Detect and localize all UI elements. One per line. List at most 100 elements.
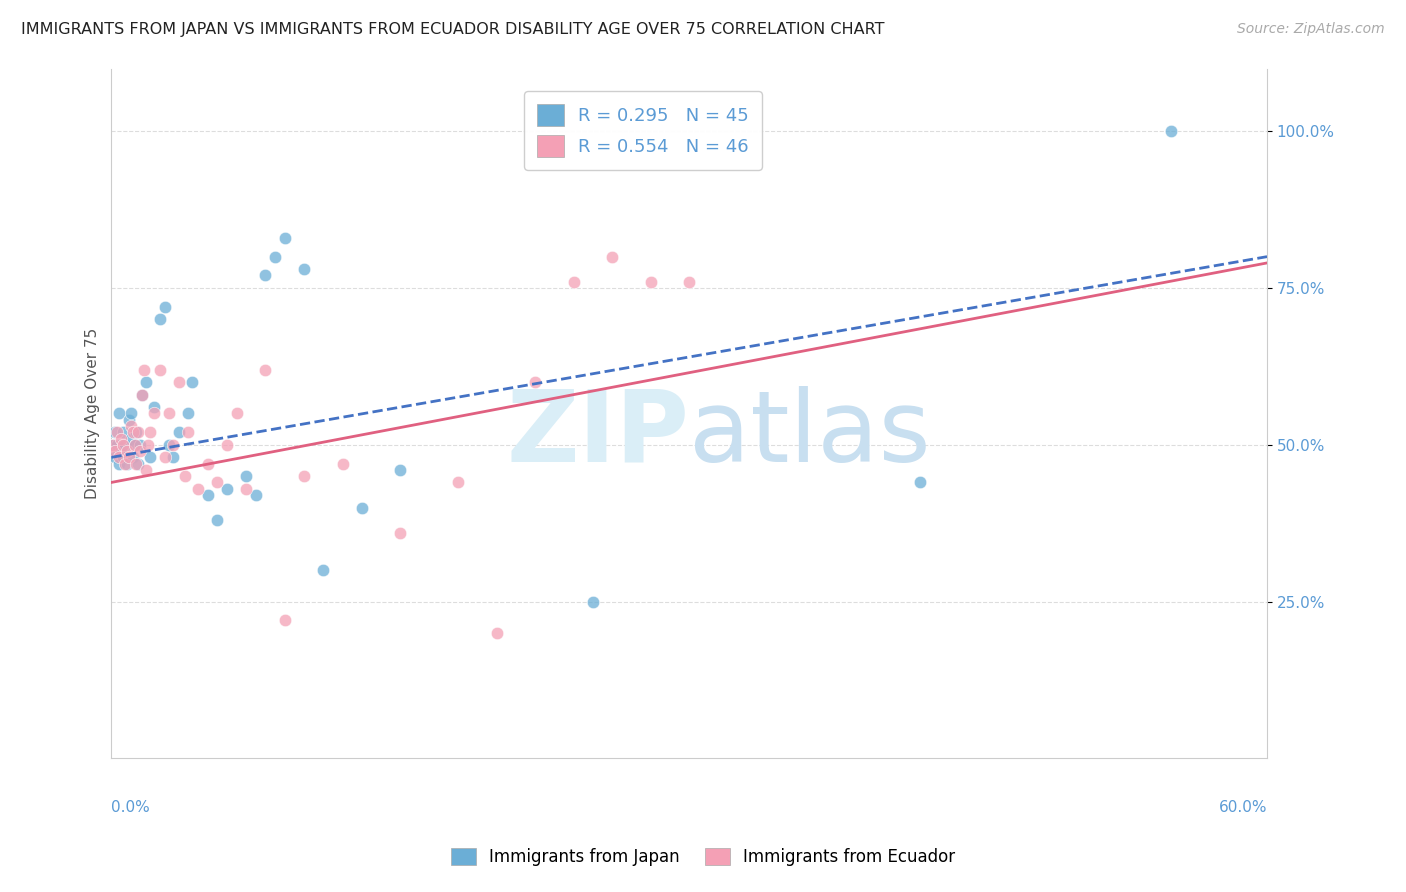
Point xyxy=(115,457,138,471)
Point xyxy=(136,438,159,452)
Point xyxy=(129,444,152,458)
Point xyxy=(111,450,134,465)
Point xyxy=(207,475,229,490)
Point xyxy=(148,362,170,376)
Text: ZIP: ZIP xyxy=(506,385,689,483)
Point xyxy=(640,275,662,289)
Point xyxy=(139,450,162,465)
Point xyxy=(177,406,200,420)
Point xyxy=(197,457,219,471)
Point xyxy=(600,250,623,264)
Point xyxy=(332,457,354,471)
Text: IMMIGRANTS FROM JAPAN VS IMMIGRANTS FROM ECUADOR DISABILITY AGE OVER 75 CORRELAT: IMMIGRANTS FROM JAPAN VS IMMIGRANTS FROM… xyxy=(21,22,884,37)
Point xyxy=(142,400,165,414)
Point xyxy=(135,375,157,389)
Point xyxy=(292,469,315,483)
Point xyxy=(118,413,141,427)
Point xyxy=(120,406,142,420)
Point xyxy=(162,438,184,452)
Point xyxy=(131,387,153,401)
Legend: R = 0.295   N = 45, R = 0.554   N = 46: R = 0.295 N = 45, R = 0.554 N = 46 xyxy=(524,91,762,169)
Point xyxy=(389,463,412,477)
Point xyxy=(103,438,125,452)
Point xyxy=(254,268,277,283)
Point xyxy=(215,438,238,452)
Point xyxy=(181,375,204,389)
Point xyxy=(157,438,180,452)
Point xyxy=(562,275,585,289)
Point xyxy=(173,469,195,483)
Point xyxy=(111,425,134,440)
Y-axis label: Disability Age Over 75: Disability Age Over 75 xyxy=(86,327,100,499)
Point xyxy=(235,482,257,496)
Point xyxy=(114,457,136,471)
Point xyxy=(245,488,267,502)
Point xyxy=(104,450,127,465)
Point xyxy=(162,450,184,465)
Point xyxy=(127,425,149,440)
Point xyxy=(108,457,131,471)
Point xyxy=(124,438,146,452)
Point xyxy=(105,438,128,452)
Point xyxy=(118,450,141,465)
Point xyxy=(187,482,209,496)
Point xyxy=(121,425,143,440)
Point xyxy=(155,450,177,465)
Point xyxy=(910,475,932,490)
Point xyxy=(582,594,605,608)
Point xyxy=(389,525,412,540)
Point xyxy=(447,475,470,490)
Point xyxy=(148,312,170,326)
Point xyxy=(134,362,156,376)
Point xyxy=(110,432,132,446)
Point xyxy=(104,425,127,440)
Text: 60.0%: 60.0% xyxy=(1219,800,1267,814)
Point xyxy=(124,438,146,452)
Point xyxy=(274,231,297,245)
Point xyxy=(127,457,149,471)
Point xyxy=(264,250,287,264)
Point xyxy=(155,300,177,314)
Text: Source: ZipAtlas.com: Source: ZipAtlas.com xyxy=(1237,22,1385,37)
Point xyxy=(485,626,508,640)
Point xyxy=(225,406,247,420)
Point xyxy=(235,469,257,483)
Point xyxy=(120,419,142,434)
Legend: Immigrants from Japan, Immigrants from Ecuador: Immigrants from Japan, Immigrants from E… xyxy=(443,840,963,875)
Point xyxy=(104,444,127,458)
Point xyxy=(105,425,128,440)
Point xyxy=(1160,124,1182,138)
Point xyxy=(292,262,315,277)
Point xyxy=(135,463,157,477)
Point xyxy=(197,488,219,502)
Point xyxy=(215,482,238,496)
Point xyxy=(312,563,335,577)
Point xyxy=(125,457,148,471)
Point xyxy=(350,500,373,515)
Point xyxy=(115,444,138,458)
Point xyxy=(114,438,136,452)
Point xyxy=(125,425,148,440)
Point xyxy=(121,450,143,465)
Point xyxy=(131,387,153,401)
Point xyxy=(111,438,134,452)
Point xyxy=(678,275,700,289)
Point xyxy=(103,438,125,452)
Point xyxy=(157,406,180,420)
Point xyxy=(142,406,165,420)
Point xyxy=(167,425,190,440)
Text: atlas: atlas xyxy=(689,385,931,483)
Point xyxy=(108,450,131,465)
Point xyxy=(139,425,162,440)
Text: 0.0%: 0.0% xyxy=(111,800,150,814)
Point xyxy=(167,375,190,389)
Point xyxy=(254,362,277,376)
Point xyxy=(177,425,200,440)
Point xyxy=(110,444,132,458)
Point xyxy=(207,513,229,527)
Point xyxy=(274,613,297,627)
Point xyxy=(108,406,131,420)
Point xyxy=(524,375,547,389)
Point xyxy=(129,438,152,452)
Point xyxy=(120,432,142,446)
